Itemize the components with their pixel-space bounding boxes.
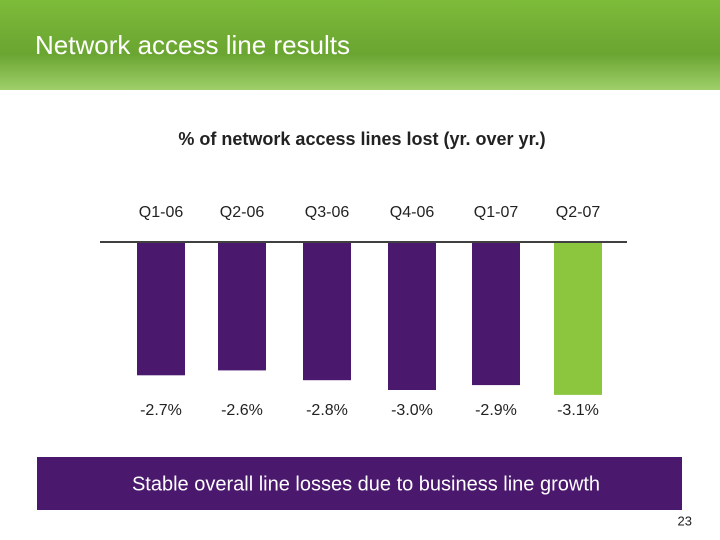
plot: Q1-06 -2.7% Q2-06 -2.6% Q3-06 -2.8% Q4-06 -3.0%… — [137, 204, 602, 419]
value-label: -2.8% — [306, 402, 348, 419]
bar — [303, 243, 351, 381]
slide-title: Network access line results — [35, 30, 350, 60]
value-label: -2.6% — [221, 402, 263, 419]
category-label: Q1-06 — [139, 204, 184, 221]
message: Stable overall line losses due to busine… — [132, 473, 600, 495]
chart-title: % of network access lines lost (yr. over… — [178, 129, 545, 149]
category-label: Q2-07 — [556, 204, 601, 221]
value-label: -2.7% — [140, 402, 182, 419]
category-label: Q3-06 — [305, 204, 350, 221]
bar — [388, 243, 436, 390]
value-label: -3.1% — [557, 402, 599, 419]
bar — [137, 243, 185, 376]
bar — [472, 243, 520, 386]
bar — [218, 243, 266, 371]
category-label: Q2-06 — [220, 204, 265, 221]
header-band — [0, 0, 720, 90]
message-box — [37, 457, 682, 510]
bar — [554, 243, 602, 395]
category-label: Q4-06 — [390, 204, 435, 221]
category-label: Q1-07 — [474, 204, 519, 221]
value-label: -2.9% — [475, 402, 517, 419]
value-label: -3.0% — [391, 402, 433, 419]
page-number: 23 — [678, 513, 692, 528]
